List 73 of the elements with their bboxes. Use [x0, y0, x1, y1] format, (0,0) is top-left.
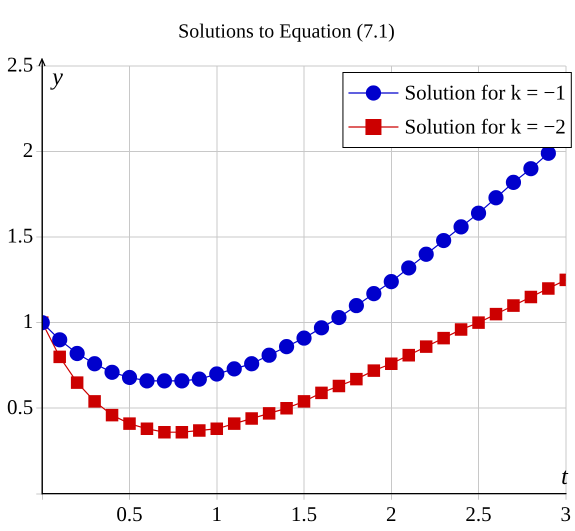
point: [418, 246, 434, 262]
point: [366, 286, 382, 302]
y-tick-label: 1: [22, 309, 34, 334]
x-tick-label: 3: [560, 502, 572, 526]
point: [454, 323, 468, 336]
point: [402, 348, 415, 362]
point: [348, 298, 364, 314]
point: [53, 350, 66, 364]
point: [490, 308, 502, 320]
point: [350, 372, 363, 386]
point: [280, 402, 293, 414]
point: [70, 376, 84, 389]
point: [174, 373, 190, 388]
point: [298, 395, 310, 408]
x-axis-title: t: [561, 464, 570, 490]
x-tick-label: 1: [212, 502, 222, 526]
point: [193, 424, 206, 437]
point: [70, 346, 85, 362]
y-tick-label: 2: [22, 138, 34, 162]
point: [140, 422, 154, 436]
x-tick-label: 1.5: [290, 502, 318, 526]
point: [158, 426, 171, 438]
point: [262, 407, 276, 420]
point: [122, 370, 138, 386]
y-tick-label: 1.5: [7, 224, 34, 248]
point: [262, 348, 277, 363]
point: [385, 357, 398, 370]
point: [209, 366, 224, 382]
point: [332, 380, 346, 392]
point: [420, 340, 432, 353]
point: [244, 356, 260, 372]
point: [507, 299, 520, 312]
point: [315, 386, 328, 400]
point: [156, 373, 172, 388]
point: [278, 339, 294, 354]
point: [245, 412, 258, 425]
x-tick-label: 2.5: [465, 502, 492, 526]
point: [176, 426, 188, 438]
point: [472, 316, 485, 329]
y-tick-label: 0.5: [7, 394, 34, 419]
point: [384, 274, 399, 290]
point: [87, 356, 102, 372]
point: [523, 161, 538, 176]
point: [106, 408, 118, 422]
point: [524, 290, 538, 304]
point: [488, 190, 504, 206]
point: [437, 332, 450, 344]
y-tick-label: 2.5: [7, 52, 34, 77]
point: [228, 417, 240, 430]
point: [436, 232, 452, 248]
point: [368, 364, 380, 377]
point: [123, 417, 136, 430]
point: [88, 395, 101, 408]
legend-label: Solution for k = −2: [404, 114, 566, 139]
y-axis-title: y: [50, 64, 64, 90]
point: [52, 332, 68, 348]
point: [331, 310, 347, 326]
point: [226, 361, 242, 376]
point: [453, 219, 469, 234]
point: [296, 330, 312, 346]
point: [210, 422, 224, 436]
point: [314, 320, 330, 336]
point: [139, 373, 155, 388]
point: [470, 206, 486, 221]
chart-title: Solutions to Equation (7.1): [178, 20, 395, 42]
legend-label: Solution for k = −1: [404, 80, 566, 105]
point: [542, 282, 555, 295]
point: [192, 372, 207, 387]
point: [104, 364, 120, 380]
x-tick-label: 2: [386, 502, 397, 526]
point: [401, 260, 416, 276]
point: [506, 174, 522, 190]
x-tick-label: 0.5: [116, 502, 143, 526]
